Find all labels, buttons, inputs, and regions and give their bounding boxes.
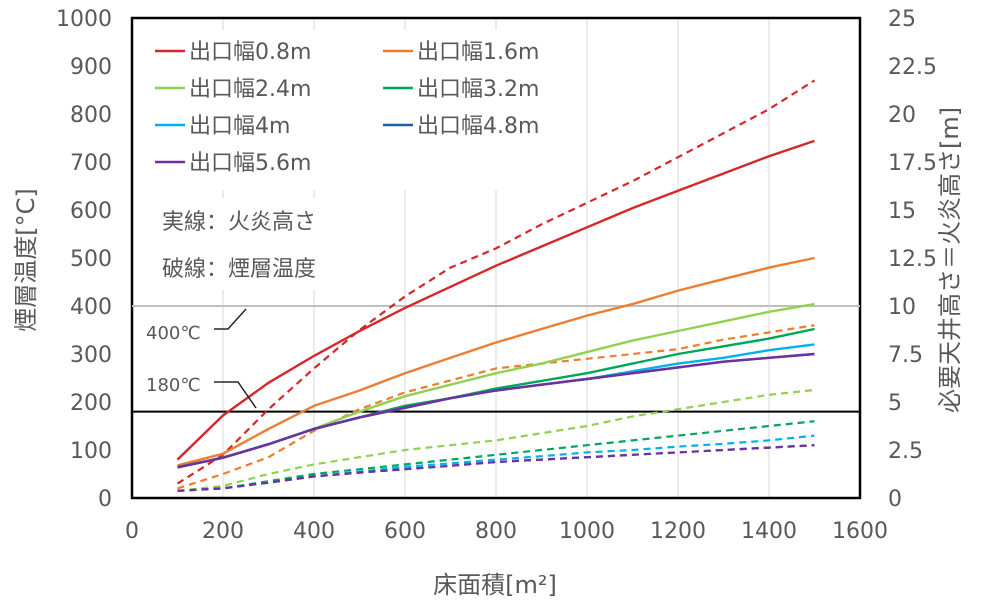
- x-tick-labels: 0 200 400 600 800 1000 1200 1400 1600: [125, 519, 888, 544]
- y-right-tick-label: 5: [888, 391, 902, 416]
- y-left-tick-label: 200: [70, 391, 112, 416]
- y-right-tick-labels: 0 2.5 5 7.5 10 12.5 15 17.5 20 22.5 25: [888, 7, 937, 512]
- y-right-tick-label: 0: [888, 487, 902, 512]
- y-right-tick-label: 20: [888, 103, 916, 128]
- y-right-tick-label: 17.5: [888, 151, 937, 176]
- y-left-tick-label: 900: [70, 55, 112, 80]
- legend-label: 出口幅1.6m: [417, 40, 539, 65]
- y-left-tick-label: 400: [70, 295, 112, 320]
- y-left-tick-labels: 0 100 200 300 400 500 600 700 800 900 1000: [56, 7, 112, 512]
- dashed-line-note: 破線：煙層温度: [162, 257, 316, 282]
- y-left-tick-label: 300: [70, 343, 112, 368]
- y-right-tick-label: 22.5: [888, 55, 937, 80]
- solid-line-note: 実線：火炎高さ: [162, 210, 316, 235]
- y-left-tick-label: 100: [70, 439, 112, 464]
- legend-label: 出口幅4m: [189, 114, 290, 139]
- legend-label: 出口幅5.6m: [189, 151, 311, 176]
- y-left-tick-label: 0: [98, 487, 112, 512]
- x-tick-label: 1000: [559, 519, 615, 544]
- ref-180-label: 180℃: [146, 375, 201, 396]
- legend-label: 出口幅4.8m: [417, 114, 539, 139]
- y-right-tick-label: 25: [888, 7, 916, 32]
- y-right-tick-label: 2.5: [888, 439, 923, 464]
- legend-label: 出口幅2.4m: [189, 77, 311, 102]
- x-tick-label: 200: [202, 519, 244, 544]
- x-tick-label: 1200: [650, 519, 706, 544]
- legend-label: 出口幅0.8m: [189, 40, 311, 65]
- y-left-tick-label: 700: [70, 151, 112, 176]
- x-tick-label: 800: [475, 519, 517, 544]
- y-left-tick-label: 1000: [56, 7, 112, 32]
- x-tick-label: 1600: [832, 519, 888, 544]
- y-right-tick-label: 12.5: [888, 247, 937, 272]
- legend-label: 出口幅3.2m: [417, 77, 539, 102]
- ref-400-leader: [214, 309, 246, 329]
- y-right-tick-label: 10: [888, 295, 916, 320]
- x-axis-label: 床面積[m²]: [433, 571, 557, 599]
- x-tick-label: 1400: [741, 519, 797, 544]
- y-left-tick-label: 500: [70, 247, 112, 272]
- y-left-axis-label: 煙層温度[°C]: [12, 188, 40, 331]
- y-right-axis-label: 必要天井高さ＝火炎高さ[m]: [936, 107, 964, 413]
- ref-400-label: 400℃: [146, 323, 201, 344]
- x-tick-label: 0: [125, 519, 139, 544]
- x-tick-label: 400: [293, 519, 335, 544]
- y-left-tick-label: 600: [70, 199, 112, 224]
- x-tick-label: 600: [384, 519, 426, 544]
- y-right-tick-label: 7.5: [888, 343, 923, 368]
- y-left-tick-label: 800: [70, 103, 112, 128]
- y-right-tick-label: 15: [888, 199, 916, 224]
